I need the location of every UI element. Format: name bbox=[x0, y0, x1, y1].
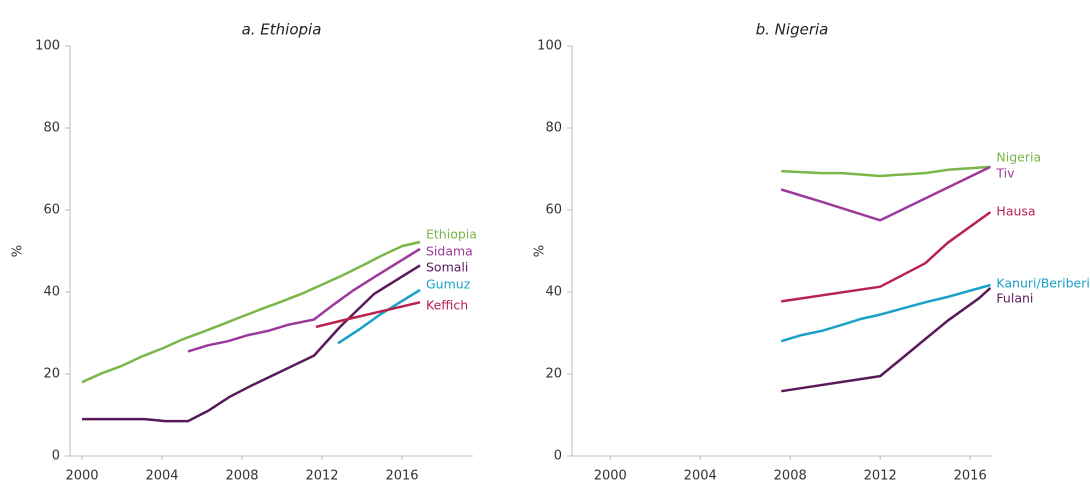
x-tick-label: 2012 bbox=[305, 469, 338, 484]
x-tick-label: 2004 bbox=[684, 469, 717, 484]
series-label: Ethiopia bbox=[426, 227, 477, 242]
series-line bbox=[780, 283, 991, 343]
x-tick-label: 2004 bbox=[145, 469, 178, 484]
y-tick-label: 40 bbox=[545, 285, 562, 300]
y-tick-label: 20 bbox=[43, 367, 60, 382]
series-label: Sidama bbox=[426, 244, 473, 259]
x-tick-label: 2000 bbox=[594, 469, 627, 484]
series-line bbox=[781, 286, 992, 393]
y-tick-label: 80 bbox=[545, 121, 562, 136]
series-label: Nigeria bbox=[996, 150, 1041, 165]
series-label: Fulani bbox=[996, 291, 1033, 306]
series-label: Gumuz bbox=[426, 277, 471, 292]
series-line bbox=[781, 211, 992, 303]
series-label: Hausa bbox=[996, 204, 1035, 219]
y-tick-label: 80 bbox=[43, 121, 60, 136]
y-tick-label: 20 bbox=[545, 367, 562, 382]
y-axis-label: % bbox=[11, 245, 26, 257]
y-tick-label: 0 bbox=[554, 449, 562, 464]
y-tick-label: 0 bbox=[52, 449, 60, 464]
y-tick-label: 60 bbox=[545, 203, 562, 218]
series-label: Somali bbox=[426, 260, 468, 275]
y-tick-label: 60 bbox=[43, 203, 60, 218]
series-label: Kanuri/Beriberi bbox=[996, 276, 1089, 291]
series-line bbox=[781, 165, 991, 178]
series-label: Tiv bbox=[995, 166, 1015, 181]
x-tick-label: 2000 bbox=[65, 469, 98, 484]
x-tick-label: 2008 bbox=[225, 469, 258, 484]
chart-title: a. Ethiopia bbox=[242, 21, 322, 39]
series-line bbox=[337, 288, 421, 345]
y-tick-label: 40 bbox=[43, 285, 60, 300]
x-tick-label: 2016 bbox=[954, 469, 987, 484]
series-line bbox=[315, 301, 421, 329]
x-tick-label: 2012 bbox=[864, 469, 897, 484]
x-tick-label: 2016 bbox=[385, 469, 418, 484]
chart-title: b. Nigeria bbox=[756, 21, 829, 39]
y-axis-label: % bbox=[533, 245, 548, 257]
series-line bbox=[187, 247, 421, 353]
y-tick-label: 100 bbox=[537, 39, 562, 54]
x-tick-label: 2008 bbox=[774, 469, 807, 484]
series-label: Keffich bbox=[426, 298, 468, 313]
series-line bbox=[780, 165, 991, 222]
series-line bbox=[81, 240, 421, 384]
y-tick-label: 100 bbox=[35, 39, 60, 54]
series-line bbox=[82, 264, 421, 423]
